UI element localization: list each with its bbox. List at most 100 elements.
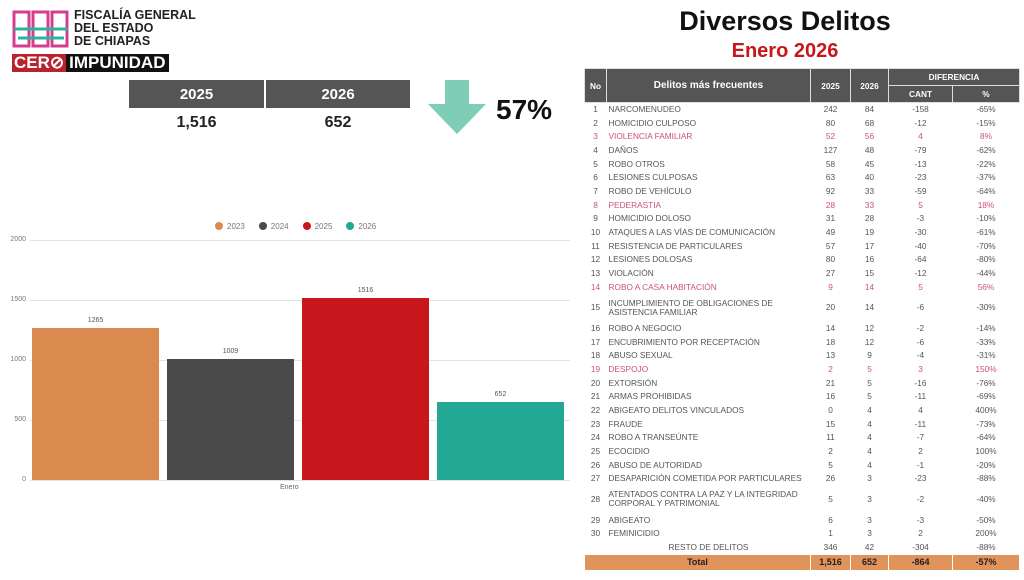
cell: -3	[916, 514, 925, 525]
legend-item: 2023	[215, 222, 245, 231]
cell: 4	[918, 404, 923, 415]
cell: 2	[918, 528, 923, 539]
table-row: 4 DAÑOS 127 48 -79 -62%	[585, 144, 1020, 158]
y-tick-label: 1500	[10, 296, 26, 303]
org-line: DE CHIAPAS	[74, 34, 151, 48]
cell: 14	[825, 322, 836, 333]
cell: 200%	[975, 528, 997, 539]
table-row: 18 ABUSO SEXUAL 13 9 -4 -31%	[585, 349, 1020, 363]
cell: 3	[867, 493, 872, 504]
cell: 652	[850, 553, 889, 571]
table-row: 24 ROBO A TRANSEÚNTE 11 4 -7 -64%	[585, 431, 1020, 445]
cell: 4	[593, 144, 598, 155]
cell: -13	[914, 158, 927, 169]
cell: FRAUDE	[608, 418, 643, 429]
cell: 26	[590, 459, 601, 470]
cell: 29	[590, 514, 601, 525]
cell: -304	[912, 541, 929, 552]
cell: 30	[590, 528, 601, 539]
cell: 18	[590, 350, 601, 361]
y-tick-label: 0	[22, 476, 26, 483]
cell: 33	[864, 199, 875, 210]
cell: 42	[864, 541, 875, 552]
cell: 68	[864, 117, 875, 128]
cell: 9	[593, 213, 598, 224]
cell: 49	[825, 227, 836, 238]
cell: 12	[590, 254, 601, 265]
cell: VIOLACIÓN	[608, 268, 654, 279]
bar-2023	[32, 328, 159, 480]
cell: -79	[914, 144, 927, 155]
year-a-header: 2025	[129, 80, 264, 108]
cell: 9	[828, 281, 833, 292]
cell: 5	[828, 493, 833, 504]
cell: 12	[864, 336, 875, 347]
cell: 127	[823, 144, 838, 155]
cell: 0	[828, 404, 833, 415]
cell: 56	[864, 131, 875, 142]
cell: -70%	[976, 240, 996, 251]
gridline	[30, 360, 570, 361]
bar-value-label: 652	[494, 390, 507, 398]
cell: 80	[825, 254, 836, 265]
table-row: 12 LESIONES DOLOSAS 80 16 -64 -80%	[585, 253, 1020, 267]
cell: -14%	[976, 322, 996, 333]
cell: 2	[828, 446, 833, 457]
cell: EXTORSIÓN	[608, 377, 658, 388]
bar-2024	[167, 358, 294, 480]
cell: -23	[914, 172, 927, 183]
table-row: 29 ABIGEATO 6 3 -3 -50%	[585, 513, 1020, 527]
cell: -11	[914, 391, 927, 402]
cell: 3	[867, 514, 872, 525]
cell: 15	[864, 268, 875, 279]
bar-2026	[437, 401, 564, 480]
cell: -44%	[976, 268, 996, 279]
cell: -20%	[976, 459, 996, 470]
cell: 3	[918, 363, 923, 374]
table-row: 25 ECOCIDIO 2 4 2 100%	[585, 445, 1020, 459]
bar-2025	[302, 298, 429, 480]
year-a-value: 1,516	[176, 114, 217, 131]
col-2025: 2025	[810, 68, 851, 103]
cell: DESAPARICIÓN COMETIDA POR PARTICULARES	[608, 473, 802, 484]
cell: 5	[918, 281, 923, 292]
cell: -73%	[976, 418, 996, 429]
table-row: 5 ROBO OTROS 58 45 -13 -22%	[585, 157, 1020, 171]
cell: DAÑOS	[608, 144, 639, 155]
org-line: DEL ESTADO	[74, 21, 154, 35]
cell: -12	[914, 117, 927, 128]
col-2026: 2026	[850, 68, 889, 103]
table-row: 9 HOMICIDIO DOLOSO 31 28 -3 -10%	[585, 212, 1020, 226]
legend-item: 2026	[346, 222, 376, 231]
cell: -30%	[976, 302, 996, 313]
bar-value-label: 1265	[87, 317, 104, 325]
cell: 13	[590, 268, 601, 279]
cell: -37%	[976, 172, 996, 183]
cell: 45	[864, 158, 875, 169]
cell: 17	[864, 240, 875, 251]
cell: VIOLENCIA FAMILIAR	[608, 131, 693, 142]
cell: 27	[825, 268, 836, 279]
cell: 4	[867, 432, 872, 443]
table-row: 21 ARMAS PROHIBIDAS 16 5 -11 -69%	[585, 390, 1020, 404]
cell: -16	[914, 377, 927, 388]
cell: 9	[867, 350, 872, 361]
cell: 18	[825, 336, 836, 347]
cell: 23	[590, 418, 601, 429]
cell: -64%	[976, 432, 996, 443]
table-row: 26 ABUSO DE AUTORIDAD 5 4 -1 -20%	[585, 458, 1020, 472]
cell: ATENTADOS CONTRA LA PAZ Y LA INTEGRIDAD …	[608, 489, 798, 509]
cell: -64	[914, 254, 927, 265]
gridline	[30, 300, 570, 301]
bar-value-label: 1009	[222, 347, 239, 355]
legend-item: 2024	[258, 222, 289, 231]
cell: 4	[867, 446, 872, 457]
bar-value-label: 1516	[357, 287, 374, 295]
cell: -2	[916, 322, 925, 333]
table-row: 1 NARCOMENUDEO 242 84 -158 -65%	[585, 103, 1020, 117]
table-row: 3 VIOLENCIA FAMILIAR 52 56 4 8%	[585, 130, 1020, 144]
cell: 52	[825, 131, 836, 142]
gridline	[30, 420, 570, 421]
cell: 5	[828, 459, 833, 470]
page-title: Diversos Delitos	[679, 6, 891, 36]
